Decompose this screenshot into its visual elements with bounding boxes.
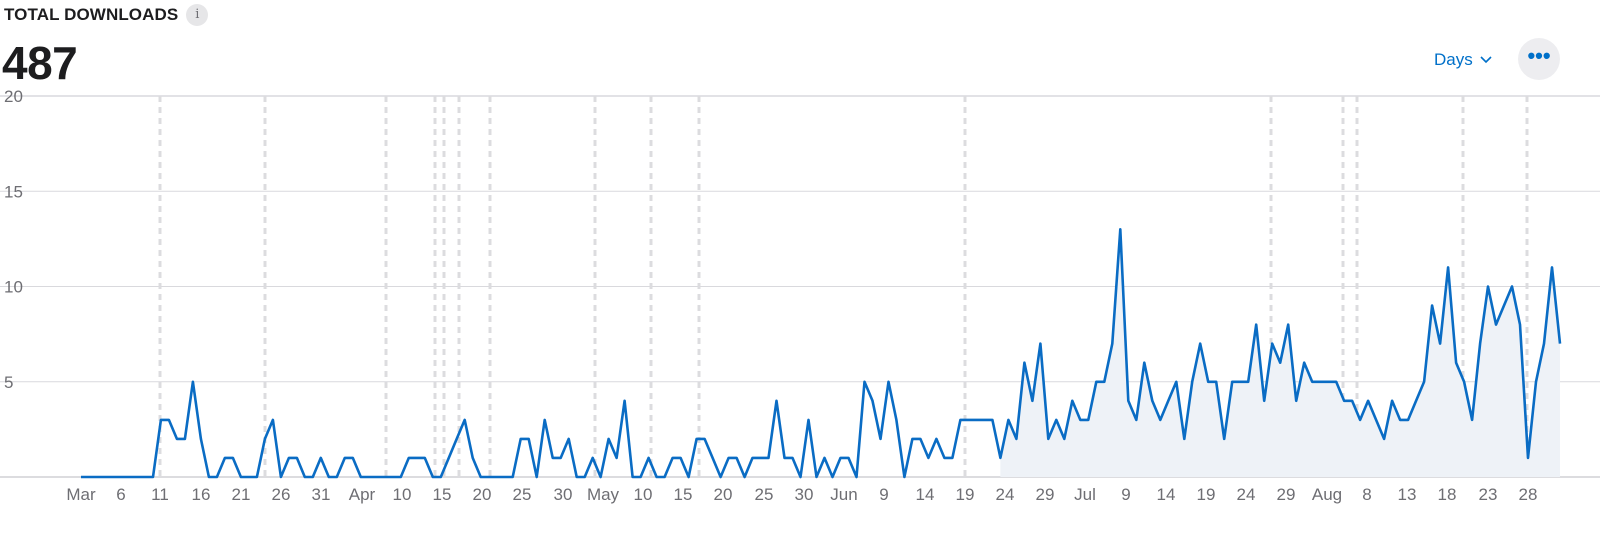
x-tick-label: 14 (916, 485, 935, 504)
x-tick-label: 10 (634, 485, 653, 504)
x-tick-label: Apr (349, 485, 376, 504)
y-tick-label: 10 (4, 278, 23, 297)
x-tick-label: 29 (1277, 485, 1296, 504)
x-tick-label: Mar (66, 485, 96, 504)
x-tick-label: 9 (1121, 485, 1130, 504)
x-tick-label: 15 (674, 485, 693, 504)
x-tick-label: 9 (879, 485, 888, 504)
x-tick-label: 24 (1237, 485, 1256, 504)
x-tick-label: May (587, 485, 620, 504)
x-tick-label: Jun (830, 485, 857, 504)
total-downloads-value: 487 (2, 37, 78, 89)
x-tick-label: 31 (312, 485, 331, 504)
x-tick-label: 15 (433, 485, 452, 504)
x-tick-label: 25 (513, 485, 532, 504)
x-tick-label: 13 (1398, 485, 1417, 504)
x-tick-label: 19 (956, 485, 975, 504)
chevron-down-icon (1480, 56, 1492, 64)
y-tick-label: 5 (4, 373, 13, 392)
x-tick-label: 30 (554, 485, 573, 504)
x-tick-label: 30 (795, 485, 814, 504)
x-tick-label: 20 (714, 485, 733, 504)
x-tick-label: 20 (473, 485, 492, 504)
x-tick-label: 11 (151, 485, 169, 504)
series-area (1000, 229, 1560, 477)
x-tick-label: 29 (1036, 485, 1055, 504)
x-tick-label: 23 (1479, 485, 1498, 504)
x-tick-label: 25 (755, 485, 774, 504)
x-tick-label: 18 (1438, 485, 1457, 504)
x-tick-label: 14 (1157, 485, 1176, 504)
series-line (81, 228, 1562, 479)
x-tick-label: 26 (272, 485, 291, 504)
x-tick-label: 24 (996, 485, 1015, 504)
x-tick-label: 8 (1362, 485, 1371, 504)
x-tick-label: Jul (1074, 485, 1096, 504)
period-label: Days (1434, 50, 1473, 69)
y-tick-label: 20 (4, 87, 23, 106)
x-tick-label: Aug (1312, 485, 1342, 504)
period-dropdown[interactable]: Days (1434, 50, 1493, 70)
x-tick-label: 28 (1519, 485, 1538, 504)
y-tick-label: 15 (4, 182, 23, 201)
chart-header: TOTAL DOWNLOADS i (4, 4, 209, 26)
x-tick-label: 10 (393, 485, 412, 504)
more-options-button[interactable]: ••• (1518, 38, 1560, 80)
x-tick-label: 21 (232, 485, 251, 504)
x-tick-label: 6 (116, 485, 125, 504)
x-tick-label: 19 (1197, 485, 1216, 504)
info-icon[interactable]: i (186, 4, 209, 26)
chart-title: TOTAL DOWNLOADS (4, 5, 179, 24)
x-tick-label: 16 (192, 485, 211, 504)
